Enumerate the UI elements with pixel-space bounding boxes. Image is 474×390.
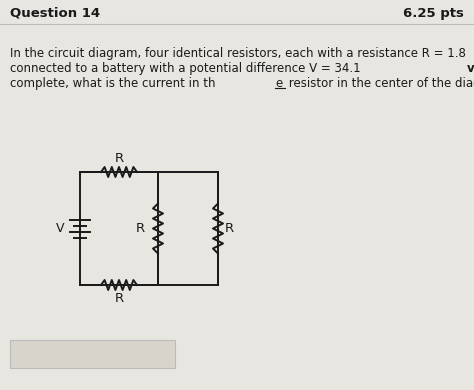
Text: complete, what is the current in th: complete, what is the current in th xyxy=(10,77,216,90)
Text: 6.25 pts: 6.25 pts xyxy=(403,7,464,20)
Text: R: R xyxy=(114,152,124,165)
Bar xyxy=(10,340,175,368)
Text: connected to a battery with a potential difference V = 34.1: connected to a battery with a potential … xyxy=(10,62,365,75)
Text: R: R xyxy=(114,292,124,305)
Text: e: e xyxy=(275,77,283,90)
Text: R: R xyxy=(136,222,145,235)
Text: R: R xyxy=(225,222,234,235)
Text: volts: volts xyxy=(467,62,474,75)
Text: resistor in the center of the diagram in: resistor in the center of the diagram in xyxy=(284,77,474,90)
Text: In the circuit diagram, four identical resistors, each with a resistance R = 1.8: In the circuit diagram, four identical r… xyxy=(10,47,470,60)
Text: V: V xyxy=(55,222,64,235)
Text: Question 14: Question 14 xyxy=(10,7,100,20)
